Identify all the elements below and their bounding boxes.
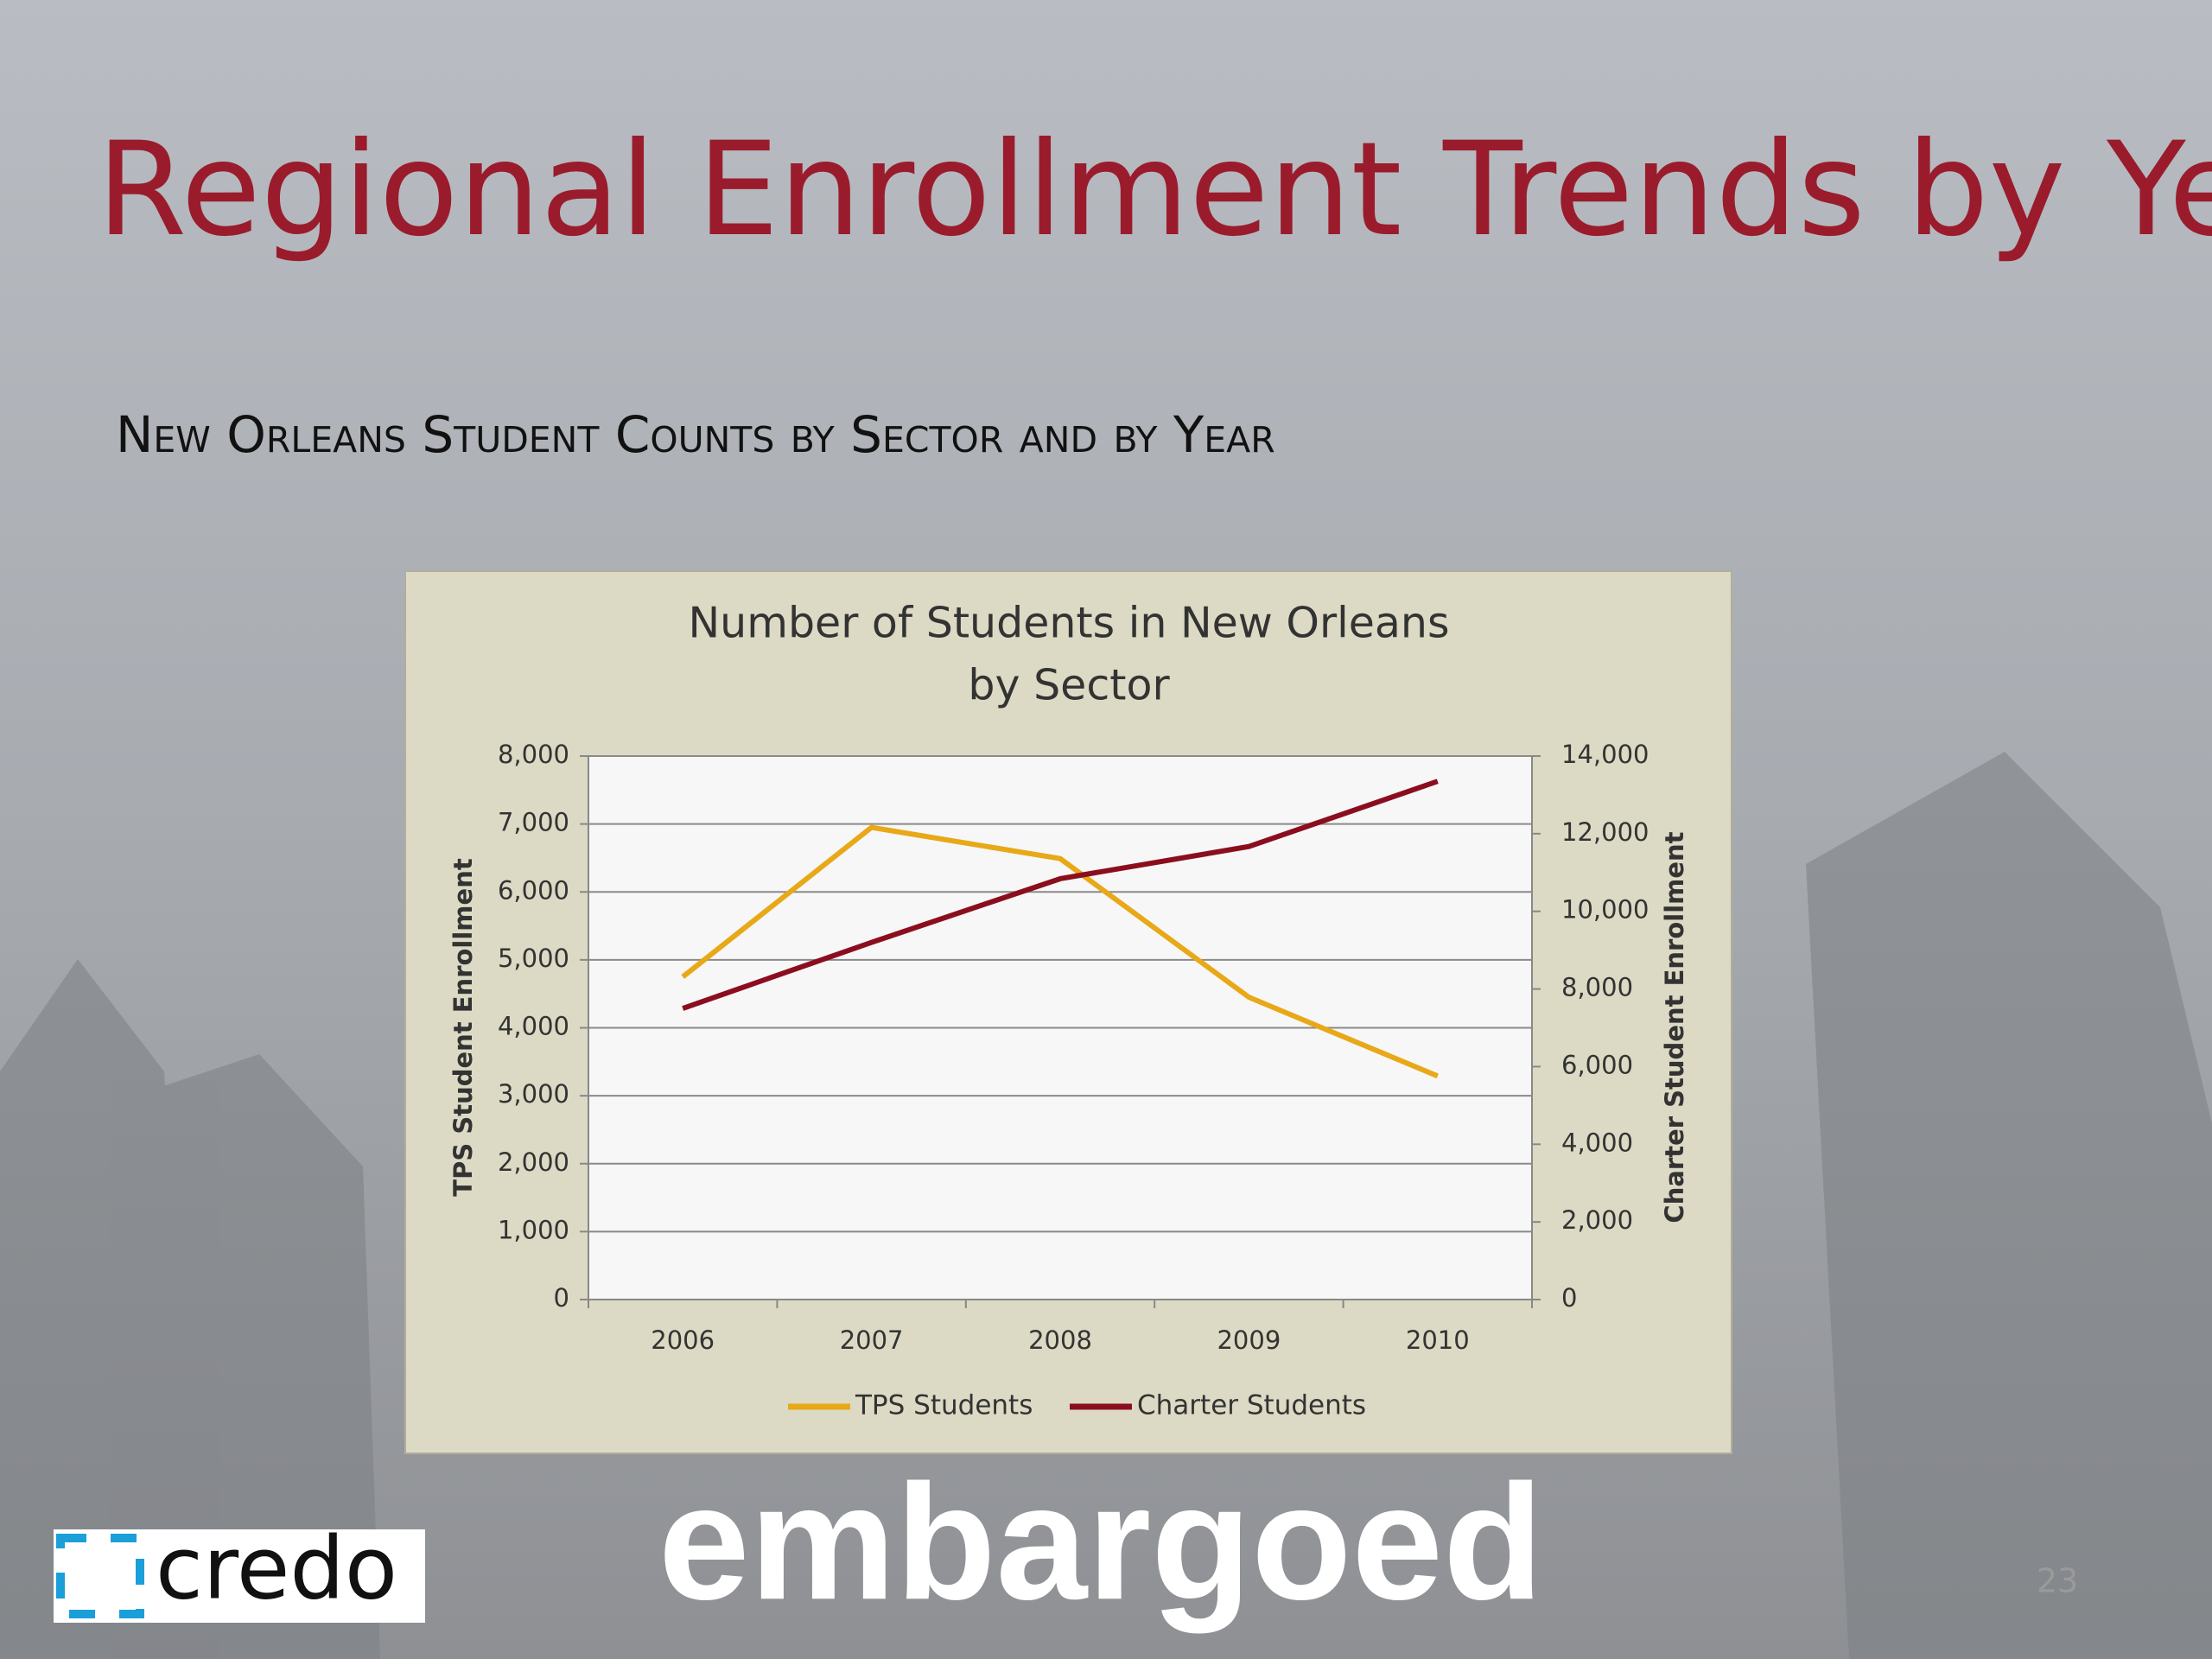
slide-title: Regional Enrollment Trends by Year	[97, 115, 2212, 265]
x-tick-label: 2007	[840, 1325, 904, 1355]
y-tick-label: 4,000	[498, 1012, 569, 1041]
building-silhouettes	[0, 752, 2212, 1659]
y2-tick-label: 4,000	[1561, 1128, 1633, 1157]
y-tick-label: 2,000	[498, 1147, 569, 1177]
credo-logo: credo	[54, 1517, 425, 1623]
logo-text: credo	[156, 1517, 397, 1618]
chart-title: Number of Students in New Orleans	[689, 599, 1450, 648]
series-line	[682, 779, 1439, 1011]
y2-tick-label: 10,000	[1561, 895, 1649, 925]
y2-tick-label: 14,000	[1561, 740, 1649, 769]
slide-subtitle: New Orleans Student Counts by Sector and…	[116, 405, 1275, 464]
page-number: 23	[2037, 1562, 2078, 1600]
x-tick-label: 2009	[1217, 1325, 1281, 1355]
y-tick-label: 8,000	[498, 740, 569, 769]
y-tick-label: 3,000	[498, 1079, 569, 1109]
y-axis-label: TPS Student Enrollment	[448, 858, 478, 1197]
y2-tick-label: 2,000	[1561, 1205, 1633, 1235]
y-tick-label: 5,000	[498, 944, 569, 973]
y-tick-label: 7,000	[498, 808, 569, 837]
x-tick-label: 2010	[1406, 1325, 1470, 1355]
x-tick-label: 2008	[1028, 1325, 1092, 1355]
y2-tick-label: 6,000	[1561, 1050, 1633, 1079]
series-line	[681, 824, 1439, 1079]
legend-label: TPS Students	[855, 1390, 1033, 1421]
y-tick-label: 0	[554, 1283, 569, 1313]
y-tick-label: 1,000	[498, 1215, 569, 1244]
y-tick-label: 6,000	[498, 875, 569, 905]
y2-axis-label: Charter Student Enrollment	[1660, 831, 1689, 1223]
logo-box	[54, 1529, 425, 1623]
legend-label: Charter Students	[1137, 1390, 1366, 1421]
y2-tick-label: 8,000	[1561, 973, 1633, 1002]
chart-title: by Sector	[968, 661, 1170, 710]
y2-tick-label: 0	[1561, 1283, 1577, 1313]
logo-icon	[56, 1534, 144, 1618]
watermark: embargoed	[658, 1451, 1543, 1634]
y2-tick-label: 12,000	[1561, 817, 1649, 847]
x-tick-label: 2006	[651, 1325, 715, 1355]
